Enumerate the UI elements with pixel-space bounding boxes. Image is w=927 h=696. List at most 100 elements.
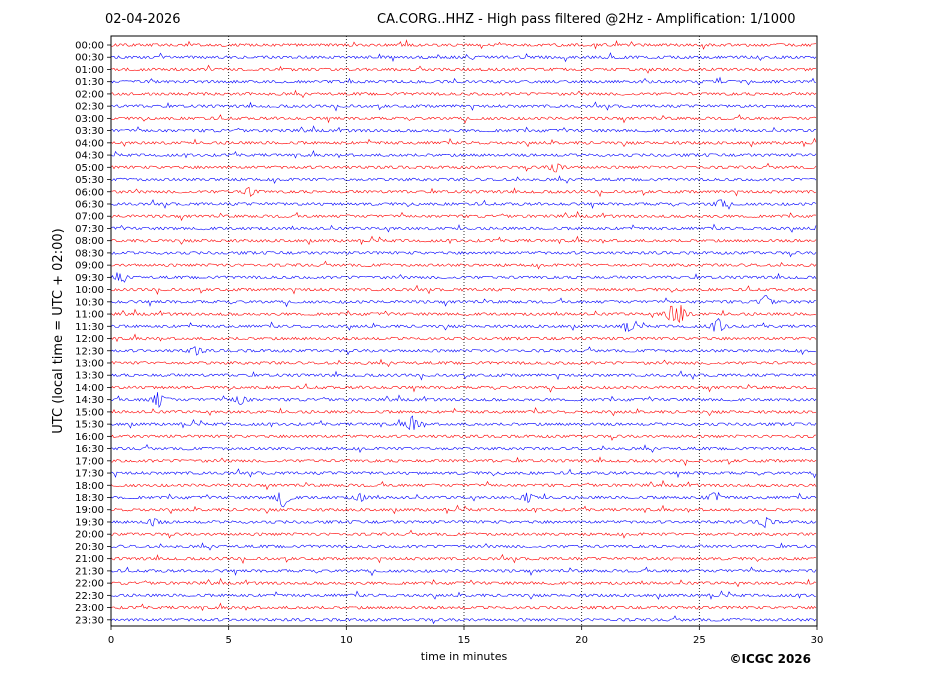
x-tick-label: 25 [693, 635, 706, 646]
y-tick-label: 02:30 [75, 102, 104, 113]
grid-group [228, 36, 700, 626]
y-tick-label: 01:30 [75, 77, 104, 88]
y-tick-label: 16:00 [75, 432, 104, 443]
y-tick-label: 06:30 [75, 199, 104, 210]
x-tick-group: 0 5 10 15 20 25 30 [108, 626, 824, 646]
trace-1000 [110, 284, 816, 295]
y-tick-label: 04:30 [75, 151, 104, 162]
trace-1500 [110, 406, 817, 417]
y-tick-label: 21:30 [75, 566, 104, 577]
copyright-text: ©ICGC 2026 [729, 652, 811, 666]
y-tick-label: 18:00 [75, 481, 104, 492]
trace-1830 [110, 491, 817, 508]
trace-1900 [110, 504, 817, 515]
trace-2000 [110, 529, 817, 539]
trace-0730 [110, 223, 817, 233]
trace-0200 [110, 89, 817, 99]
x-tick-label: 15 [458, 635, 471, 646]
y-tick-label: 22:30 [75, 591, 104, 602]
trace-group [110, 39, 817, 625]
y-tick-label: 10:30 [75, 297, 104, 308]
trace-2030 [110, 542, 817, 551]
y-tick-label: 03:30 [75, 126, 104, 137]
y-tick-label: 15:30 [75, 420, 104, 431]
y-tick-label: 22:00 [75, 579, 104, 590]
trace-0130 [110, 76, 817, 86]
y-tick-label: 23:30 [75, 615, 104, 626]
trace-1930 [110, 517, 817, 529]
y-tick-label: 12:00 [75, 334, 104, 345]
y-tick-label: 17:30 [75, 469, 104, 480]
y-tick-label: 19:00 [75, 505, 104, 516]
y-tick-label: 15:00 [75, 407, 104, 418]
trace-0400 [110, 137, 817, 148]
y-tick-label: 05:30 [75, 175, 104, 186]
y-tick-label: 09:00 [75, 261, 104, 272]
trace-1200 [110, 333, 817, 343]
y-tick-label: 01:00 [75, 65, 104, 76]
trace-0930 [110, 272, 817, 283]
x-tick-label: 0 [108, 635, 114, 646]
trace-1100 [110, 304, 817, 324]
y-tick-label: 08:00 [75, 236, 104, 247]
trace-1430 [110, 392, 817, 409]
trace-0430 [110, 150, 817, 159]
plot-date: 02-04-2026 [105, 12, 181, 27]
trace-0830 [110, 251, 817, 258]
y-tick-label: 20:30 [75, 542, 104, 553]
trace-1630 [110, 444, 816, 453]
trace-0900 [110, 260, 817, 270]
trace-0530 [110, 175, 817, 184]
x-tick-label: 5 [225, 635, 231, 646]
y-tick-label: 12:30 [75, 346, 104, 357]
y-tick-label: 06:00 [75, 187, 104, 198]
x-tick-label: 20 [575, 635, 588, 646]
y-tick-label: 21:00 [75, 554, 104, 565]
trace-1800 [110, 479, 817, 491]
y-tick-label: 14:00 [75, 383, 104, 394]
y-tick-label: 13:30 [75, 371, 104, 382]
trace-0630 [110, 199, 817, 210]
y-tick-label: 16:30 [75, 444, 104, 455]
trace-2200 [110, 577, 817, 588]
trace-1330 [110, 370, 817, 381]
y-tick-label: 05:00 [75, 163, 104, 174]
y-tick-label: 02:00 [75, 89, 104, 100]
trace-0330 [110, 125, 817, 133]
trace-1530 [110, 415, 817, 431]
y-tick-label: 11:00 [75, 310, 104, 321]
trace-1300 [110, 358, 817, 368]
trace-1730 [110, 468, 817, 479]
y-tick-label: 14:30 [75, 395, 104, 406]
y-tick-label: 00:30 [75, 53, 104, 64]
trace-2300 [110, 602, 817, 612]
y-axis-label: UTC (local time = UTC + 02:00) [51, 228, 66, 433]
y-tick-label: 18:30 [75, 493, 104, 504]
y-tick-label: 17:00 [75, 456, 104, 467]
y-tick-label: 07:30 [75, 224, 104, 235]
trace-0100 [110, 64, 816, 74]
trace-0230 [110, 101, 817, 112]
trace-2100 [110, 553, 817, 564]
y-tick-label: 19:30 [75, 517, 104, 528]
trace-1400 [110, 383, 817, 393]
trace-0600 [110, 186, 817, 198]
x-tick-label: 10 [340, 635, 353, 646]
trace-2330 [110, 615, 817, 625]
x-tick-label: 30 [811, 635, 824, 646]
trace-1230 [110, 346, 817, 356]
y-tick-label: 13:00 [75, 358, 104, 369]
trace-0700 [110, 210, 817, 222]
y-tick-label: 20:00 [75, 530, 104, 541]
trace-1130 [110, 318, 817, 332]
trace-1600 [110, 434, 817, 441]
y-tick-label: 11:30 [75, 322, 104, 333]
y-tick-label: 04:00 [75, 138, 104, 149]
y-tick-label: 03:00 [75, 114, 104, 125]
x-axis-label: time in minutes [421, 650, 508, 663]
trace-0800 [110, 235, 817, 246]
trace-0000 [110, 39, 817, 50]
y-tick-label: 09:30 [75, 273, 104, 284]
